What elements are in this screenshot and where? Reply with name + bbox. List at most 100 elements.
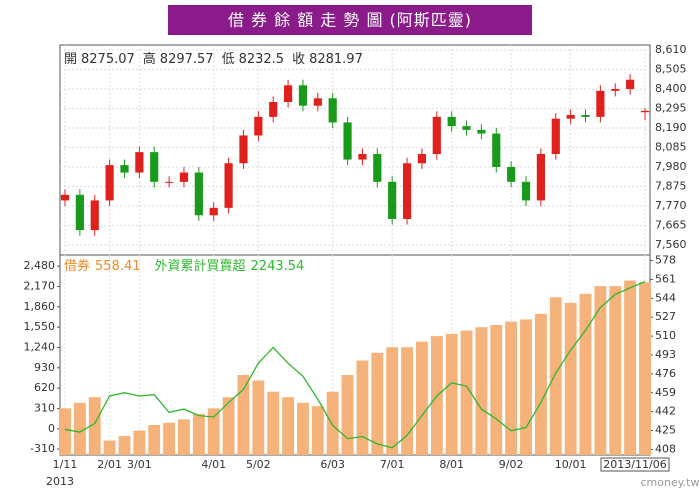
bar <box>460 330 473 455</box>
bar <box>148 425 161 455</box>
ohlc-label: 開 <box>64 52 77 67</box>
y-tick-label: 1,860 <box>24 300 56 313</box>
chart-title: 借 券 餘 額 走 勢 圖 (阿斯匹靈) <box>228 11 472 30</box>
ohlc-value: 8275.07 <box>81 52 135 67</box>
y-tick-label: 8,610 <box>655 43 687 56</box>
bar <box>133 430 146 455</box>
bar <box>490 325 503 455</box>
watermark: cmoney.tw <box>641 476 700 489</box>
x-tick-label: 6/03 <box>320 458 345 471</box>
bar <box>88 397 101 455</box>
bar <box>401 347 413 455</box>
y-tick-label: 8,085 <box>655 140 687 153</box>
candle-body <box>150 152 159 182</box>
y-tick-label: 620 <box>34 381 55 394</box>
candle-body <box>224 163 233 208</box>
ohlc-value: 8232.5 <box>239 52 285 67</box>
y-tick-label: 1,240 <box>24 340 56 353</box>
candle-body <box>536 153 545 201</box>
candle-body <box>388 181 397 219</box>
y2-tick-label: 493 <box>655 348 676 361</box>
bar <box>73 402 86 455</box>
legend: 借券 558.41 外資累計買賣超 2243.54 <box>64 258 304 274</box>
title-banner <box>168 5 532 35</box>
candle-body <box>626 79 635 90</box>
y-tick-label: 2,170 <box>24 279 56 292</box>
bar <box>639 282 651 455</box>
candle-body <box>313 98 322 106</box>
candle-body <box>521 181 531 201</box>
bar <box>103 440 116 455</box>
candle-body <box>432 116 441 154</box>
bar <box>326 391 339 455</box>
bar <box>534 313 547 455</box>
date-box <box>600 457 670 472</box>
bar <box>371 352 384 455</box>
upper-panel <box>59 44 651 256</box>
candle-body <box>551 118 560 154</box>
candle-body <box>135 152 144 173</box>
x-tick-label: 2013/11/06 <box>603 458 666 471</box>
candle-body <box>596 90 605 117</box>
bar <box>564 302 577 455</box>
y2-tick-label: 510 <box>655 329 676 342</box>
x-tick-label: 3/01 <box>127 458 152 471</box>
bar <box>356 360 369 455</box>
candle-body <box>75 194 84 231</box>
candle-body <box>194 172 203 216</box>
bar <box>237 375 250 455</box>
y-tick-label: 7,560 <box>655 238 687 251</box>
y2-tick-label: 476 <box>655 367 676 380</box>
legend-name: 外資累計買賣超 <box>155 258 246 274</box>
bar <box>579 293 592 455</box>
candle-body <box>239 135 248 164</box>
candle-body <box>105 165 114 201</box>
candle-body <box>90 200 99 231</box>
candle-body <box>417 153 427 164</box>
y-tick-label: 930 <box>34 361 55 374</box>
ohlc-label: 低 <box>222 52 235 67</box>
x-tick-label: 1/11 <box>53 458 78 471</box>
bar <box>341 375 354 455</box>
candle-body <box>566 115 575 119</box>
candle-body <box>477 129 486 134</box>
candle-body <box>447 116 456 127</box>
legend-value: 558.41 <box>95 259 141 274</box>
bar <box>178 419 190 455</box>
candle-body <box>402 163 412 219</box>
y2-tick-label: 425 <box>655 424 676 437</box>
bar <box>252 380 265 455</box>
year-label: 2013 <box>46 475 74 488</box>
y-tick-label: 7,875 <box>655 179 687 192</box>
bar <box>207 408 220 455</box>
bar <box>267 391 280 455</box>
bar <box>59 408 71 455</box>
bar <box>445 333 458 455</box>
candle-body <box>358 153 367 160</box>
y-tick-label: 2,480 <box>24 259 56 272</box>
ohlc-info: 開 8275.07 高 8297.57 低 8232.5 收 8281.97 <box>64 51 363 67</box>
ohlc-value: 8297.57 <box>160 52 214 67</box>
candle-body <box>492 133 501 167</box>
y2-tick-label: 561 <box>655 272 676 285</box>
line <box>64 281 646 449</box>
y2-tick-label: 442 <box>655 405 676 418</box>
x-tick-label: 10/01 <box>555 458 587 471</box>
ohlc-label: 收 <box>292 52 305 67</box>
y-tick-label: 7,665 <box>655 218 687 231</box>
y-tick-label: 8,295 <box>655 102 687 115</box>
y-tick-label: 8,505 <box>655 63 687 76</box>
candle-body <box>640 110 650 113</box>
bar <box>222 397 235 455</box>
bar <box>624 280 637 455</box>
y-tick-label: 310 <box>34 401 55 414</box>
x-tick-label: 5/02 <box>246 458 271 471</box>
bar <box>163 422 176 455</box>
candle-body <box>373 153 382 182</box>
bar <box>311 406 324 455</box>
candle-body <box>269 102 278 117</box>
bar <box>297 402 309 455</box>
x-tick-label: 8/01 <box>439 458 464 471</box>
legend-name: 借券 <box>64 258 90 274</box>
